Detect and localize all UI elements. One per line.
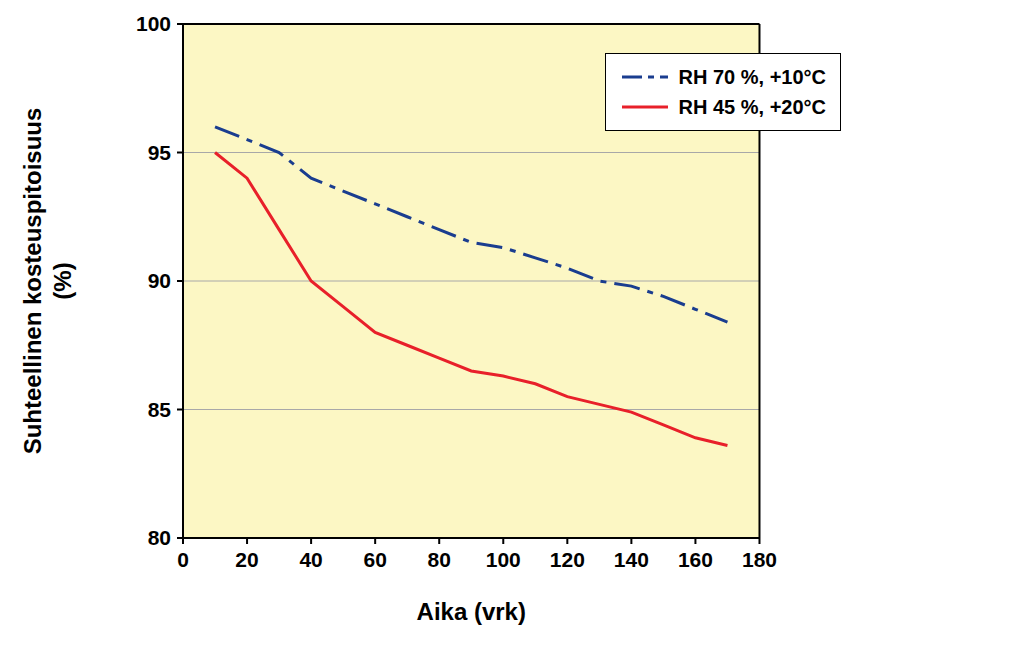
- svg-text:140: 140: [614, 548, 649, 571]
- svg-text:85: 85: [148, 398, 172, 421]
- svg-text:180: 180: [742, 548, 777, 571]
- svg-text:95: 95: [148, 141, 172, 164]
- svg-text:100: 100: [486, 548, 521, 571]
- svg-text:0: 0: [177, 548, 189, 571]
- svg-text:80: 80: [148, 526, 171, 549]
- svg-text:40: 40: [299, 548, 322, 571]
- svg-text:60: 60: [363, 548, 386, 571]
- svg-text:80: 80: [428, 548, 451, 571]
- html-text:RH 45 %, +20°C: RH 45 %, +20°C: [678, 95, 826, 118]
- svg-text:90: 90: [148, 269, 171, 292]
- html-text:Suhteellinen kosteuspitoisuus: Suhteellinen kosteuspitoisuus: [19, 107, 46, 454]
- html-text:RH 70 %, +10°C: RH 70 %, +10°C: [678, 65, 826, 88]
- svg-text:20: 20: [235, 548, 258, 571]
- svg-text:100: 100: [136, 12, 171, 35]
- svg-text:120: 120: [550, 548, 585, 571]
- svg-text:160: 160: [678, 548, 713, 571]
- svg-text:Aika (vrk): Aika (vrk): [417, 598, 526, 625]
